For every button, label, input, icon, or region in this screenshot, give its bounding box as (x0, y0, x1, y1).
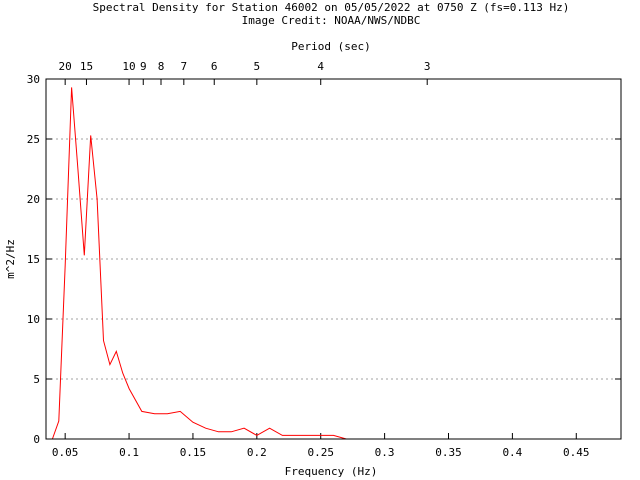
x-tick-label: 0.05 (52, 446, 79, 459)
y-tick-label: 10 (27, 313, 40, 326)
period-tick-label: 3 (424, 60, 431, 73)
x-tick-label: 0.1 (119, 446, 139, 459)
period-ticks: 20 15 10 9 8 7 6 5 4 3 (59, 60, 431, 85)
x-tick-label: 0.15 (180, 446, 207, 459)
period-tick-label: 20 (59, 60, 72, 73)
period-axis-label: Period (sec) (291, 40, 370, 53)
period-tick-label: 6 (211, 60, 218, 73)
period-tick-label: 10 (122, 60, 135, 73)
y-tick-label: 30 (27, 73, 40, 86)
period-tick-label: 5 (254, 60, 261, 73)
period-tick-label: 15 (80, 60, 93, 73)
chart-title: Spectral Density for Station 46002 on 05… (93, 1, 570, 14)
x-tick-label: 0.3 (375, 446, 395, 459)
x-tick-label: 0.25 (307, 446, 334, 459)
period-tick-label: 8 (158, 60, 165, 73)
y-axis-label: m^2/Hz (4, 239, 17, 279)
gridlines (46, 138, 621, 380)
x-tick-label: 0.4 (502, 446, 522, 459)
y-tick-label: 15 (27, 253, 40, 266)
plot-frame (45, 78, 622, 440)
period-tick-label: 4 (317, 60, 324, 73)
y-tick-label: 5 (33, 373, 40, 386)
spectral-density-line (51, 87, 347, 440)
x-tick-label: 0.35 (435, 446, 462, 459)
chart-subtitle: Image Credit: NOAA/NWS/NDBC (242, 14, 421, 27)
x-axis-label: Frequency (Hz) (285, 465, 378, 478)
period-tick-label: 7 (181, 60, 188, 73)
y-tick-label: 0 (33, 433, 40, 446)
x-ticks: 0.05 0.1 0.15 0.2 0.25 0.3 0.35 0.4 0.45 (52, 433, 590, 459)
y-tick-label: 25 (27, 133, 40, 146)
x-tick-label: 0.45 (563, 446, 590, 459)
x-tick-label: 0.2 (247, 446, 267, 459)
period-tick-label: 9 (140, 60, 147, 73)
y-tick-label: 20 (27, 193, 40, 206)
